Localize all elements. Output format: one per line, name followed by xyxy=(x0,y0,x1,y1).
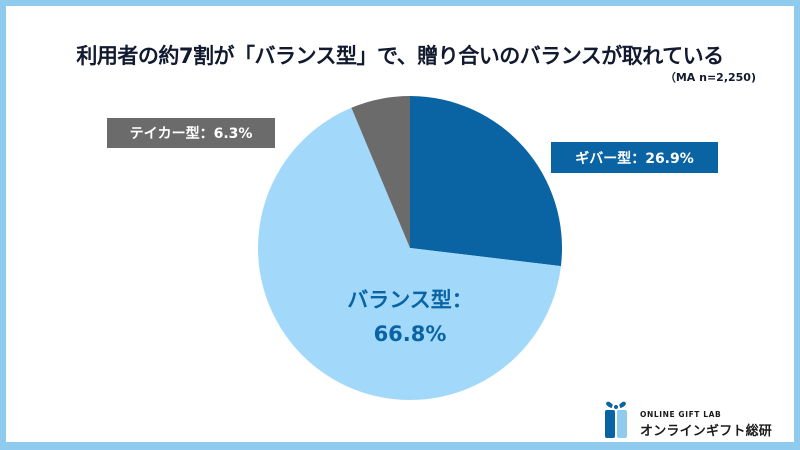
label-balance-value: 66.8% xyxy=(373,322,447,346)
label-balance: バランス型： 66.8% xyxy=(310,283,510,351)
chart-title: 利用者の約7割が「バランス型」で、贈り合いのバランスが取れている xyxy=(76,44,724,68)
pie-slice-taker xyxy=(351,96,410,248)
sample-size-note: （MA n=2,250) xyxy=(664,71,756,84)
logo-english-text: ONLINE GIFT LAB xyxy=(640,410,722,419)
label-taker: テイカー型：6.3% xyxy=(107,118,275,148)
logo-japanese-text: オンラインギフト総研 xyxy=(640,424,773,439)
label-giver: ギバー型：26.9% xyxy=(551,142,718,173)
label-balance-name: バランス型： xyxy=(347,288,473,312)
pie-slice-giver xyxy=(410,96,563,267)
gift-box-icon xyxy=(605,401,627,438)
pie-slice-balance xyxy=(258,107,561,400)
brand-logo: ONLINE GIFT LAB オンラインギフト総研 xyxy=(602,400,782,440)
